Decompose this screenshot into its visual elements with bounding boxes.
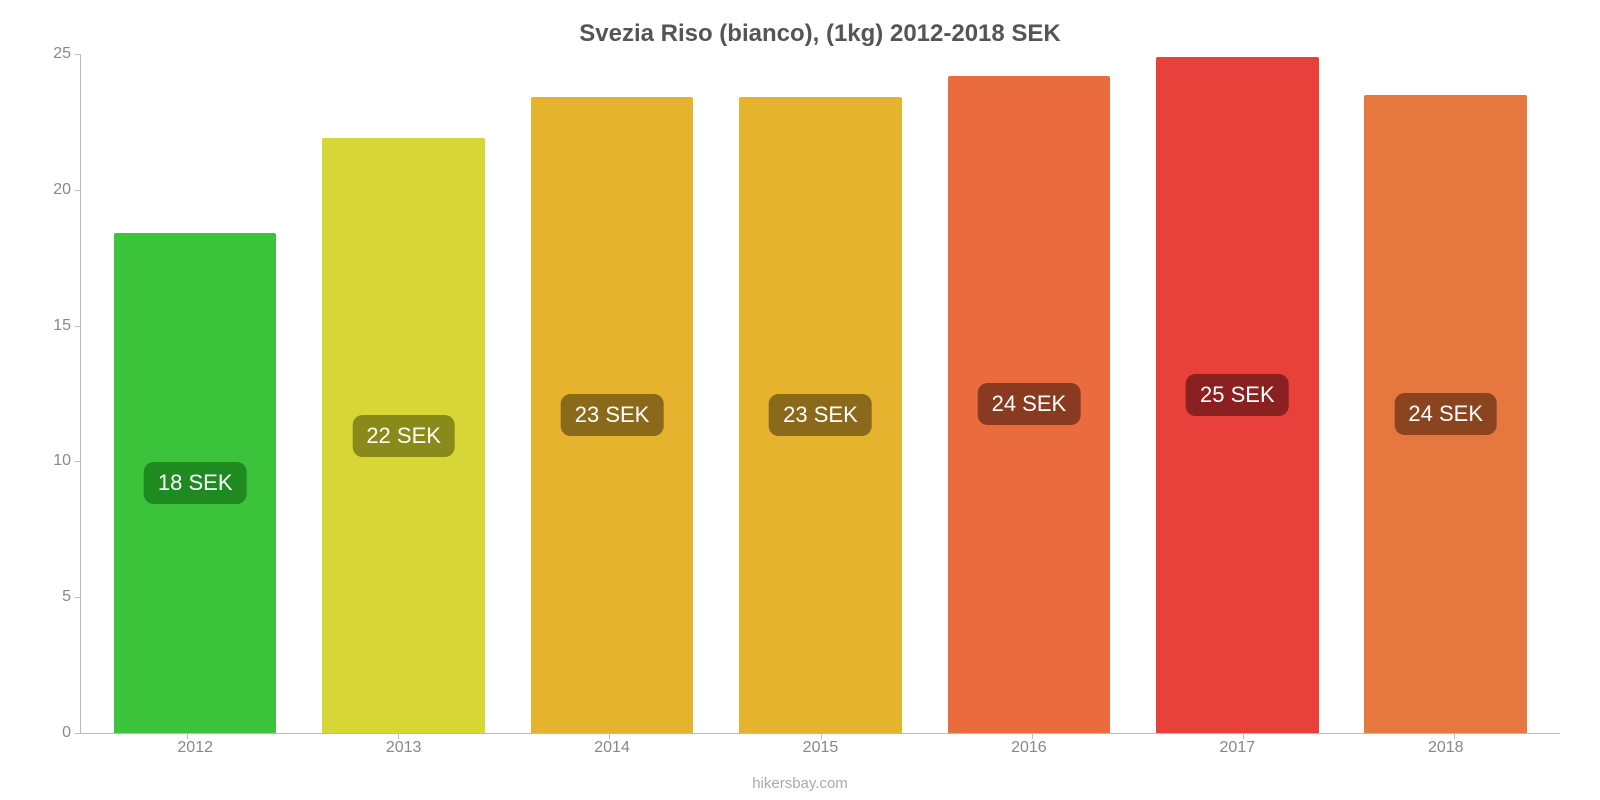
x-axis-labels: 2012201320142015201620172018: [81, 739, 1560, 757]
y-axis-tick: [75, 461, 81, 462]
bar-value-label: 23 SEK: [561, 394, 664, 436]
y-axis-tick: [75, 597, 81, 598]
x-axis-tick: [609, 733, 610, 739]
x-axis-tick: [1454, 733, 1455, 739]
bar-value-label: 24 SEK: [1394, 393, 1497, 435]
x-axis-tick-label: 2015: [716, 739, 924, 757]
x-axis-tick: [1243, 733, 1244, 739]
bar-value-label: 24 SEK: [978, 383, 1081, 425]
x-axis-tick: [821, 733, 822, 739]
bars-region: 18 SEK 22 SEK 23 SEK 23 SEK 24 SEK 25 SEK 24 S…: [81, 54, 1560, 733]
plot-area: 18 SEK 22 SEK 23 SEK 23 SEK 24 SEK 25 SEK 24 S…: [80, 54, 1560, 734]
x-axis-tick-label: 2012: [91, 739, 299, 757]
x-axis-tick-label: 2017: [1133, 739, 1341, 757]
x-axis-tick-label: 2014: [508, 739, 716, 757]
chart-title: Svezia Riso (bianco), (1kg) 2012-2018 SE…: [80, 20, 1560, 48]
x-axis-tick-label: 2013: [299, 739, 507, 757]
bar-slot: 22 SEK: [299, 54, 507, 733]
bar-slot: 23 SEK: [508, 54, 716, 733]
bar-value-label: 25 SEK: [1186, 374, 1289, 416]
bar: 23 SEK: [739, 97, 902, 733]
y-axis-tick: [75, 326, 81, 327]
bar: 23 SEK: [531, 97, 694, 733]
bar-slot: 18 SEK: [91, 54, 299, 733]
attribution-text: hikersbay.com: [752, 775, 848, 792]
bar: 24 SEK: [1364, 95, 1527, 733]
bar-slot: 23 SEK: [716, 54, 924, 733]
bar-value-label: 22 SEK: [352, 415, 455, 457]
bar: 24 SEK: [948, 76, 1111, 733]
x-axis-tick: [187, 733, 188, 739]
bar-value-label: 18 SEK: [144, 462, 247, 504]
x-axis-tick-label: 2018: [1342, 739, 1550, 757]
y-axis-tick: [75, 54, 81, 55]
bar-slot: 24 SEK: [925, 54, 1133, 733]
chart-container: Svezia Riso (bianco), (1kg) 2012-2018 SE…: [0, 0, 1600, 800]
bar-value-label: 23 SEK: [769, 394, 872, 436]
y-axis-tick: [75, 733, 81, 734]
bar: 22 SEK: [322, 138, 485, 733]
bar: 25 SEK: [1156, 57, 1319, 733]
y-axis-tick: [75, 190, 81, 191]
bar: 18 SEK: [114, 233, 277, 733]
bar-slot: 25 SEK: [1133, 54, 1341, 733]
bar-slot: 24 SEK: [1342, 54, 1550, 733]
x-axis-tick: [398, 733, 399, 739]
x-axis-tick-label: 2016: [925, 739, 1133, 757]
x-axis-tick: [1032, 733, 1033, 739]
